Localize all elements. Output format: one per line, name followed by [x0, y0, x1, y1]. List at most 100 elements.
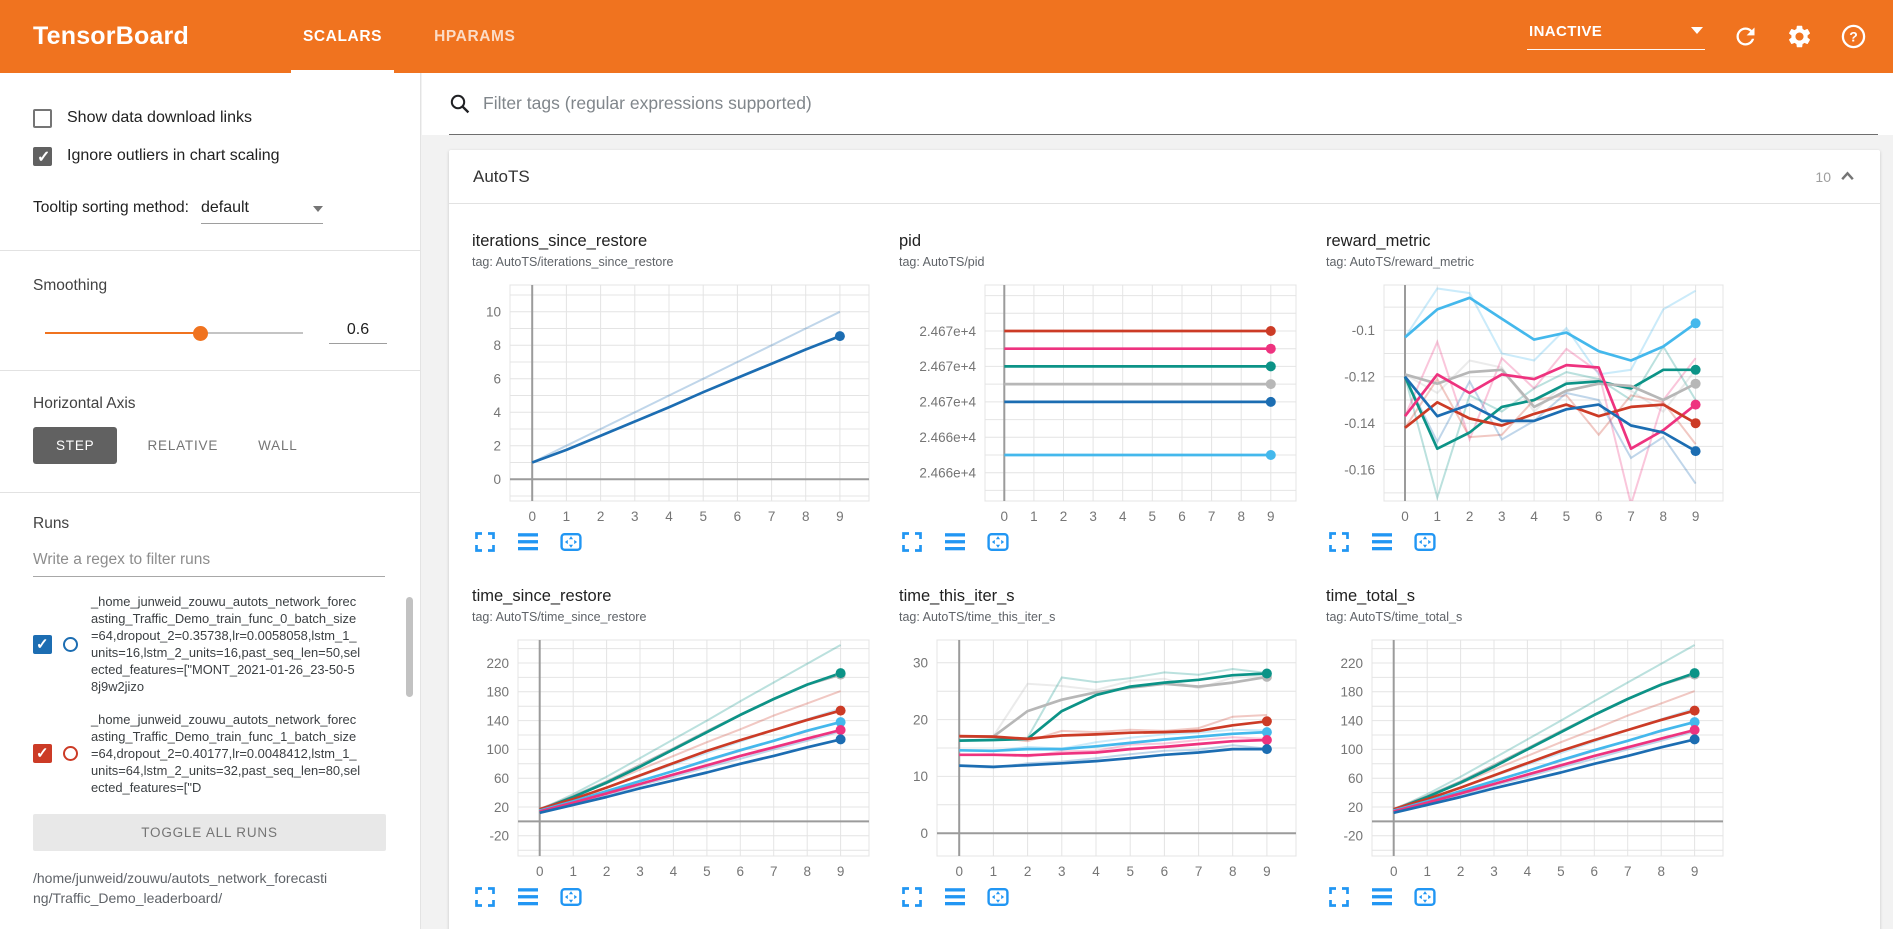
fullscreen-icon[interactable]: [1326, 529, 1352, 555]
chart-tag: tag: AutoTS/time_this_iter_s: [899, 610, 1056, 624]
run-checkbox[interactable]: [33, 744, 52, 763]
data-table-icon[interactable]: [942, 884, 968, 910]
svg-text:6: 6: [737, 864, 745, 879]
data-table-icon[interactable]: [515, 529, 541, 555]
svg-text:7: 7: [770, 864, 778, 879]
run-radio[interactable]: [63, 636, 78, 652]
chart-plot[interactable]: -20 20 60 100 140 180 220 0 1 2 3 4 5 6 7 8 9: [1326, 632, 1731, 882]
svg-text:?: ?: [1849, 28, 1858, 44]
svg-text:7: 7: [1195, 864, 1203, 879]
svg-text:9: 9: [1692, 509, 1700, 524]
ignore-outliers-checkbox[interactable]: [33, 146, 52, 167]
fullscreen-icon[interactable]: [899, 884, 925, 910]
svg-text:4: 4: [1119, 509, 1127, 524]
tag-filter-bar: [422, 73, 1893, 135]
svg-text:0: 0: [528, 509, 536, 524]
fit-domain-icon[interactable]: [1412, 884, 1438, 910]
settings-sidebar: Show data download links Ignore outliers…: [0, 73, 421, 929]
section-header[interactable]: AutoTS 10: [449, 150, 1880, 204]
chart-tag: tag: AutoTS/reward_metric: [1326, 255, 1474, 269]
fit-domain-icon[interactable]: [985, 884, 1011, 910]
svg-text:4: 4: [1530, 509, 1538, 524]
svg-text:1: 1: [1030, 509, 1038, 524]
svg-text:0: 0: [1001, 509, 1009, 524]
svg-text:2.466e+4: 2.466e+4: [919, 430, 976, 445]
chart-tag: tag: AutoTS/iterations_since_restore: [472, 255, 674, 269]
tag-filter-input[interactable]: [481, 92, 1878, 115]
svg-text:0: 0: [920, 826, 928, 841]
fullscreen-icon[interactable]: [1326, 884, 1352, 910]
axis-relative-button[interactable]: RELATIVE: [147, 438, 219, 453]
chart-title: time_this_iter_s: [899, 587, 1015, 605]
show-download-links-checkbox[interactable]: [33, 108, 52, 128]
run-radio[interactable]: [63, 746, 78, 761]
svg-text:9: 9: [1263, 864, 1271, 879]
chart-card: iterations_since_restore tag: AutoTS/iter…: [472, 232, 899, 555]
svg-text:-0.12: -0.12: [1344, 370, 1375, 385]
run-checkbox[interactable]: [33, 634, 52, 654]
chart-plot[interactable]: -20 20 60 100 140 180 220 0 1 2 3 4 5 6 7 8 9: [472, 632, 877, 882]
svg-text:2: 2: [597, 509, 605, 524]
fullscreen-icon[interactable]: [472, 529, 498, 555]
svg-text:220: 220: [1340, 656, 1363, 671]
axis-wall-button[interactable]: WALL: [258, 438, 298, 453]
fit-domain-icon[interactable]: [558, 529, 584, 555]
status-dropdown[interactable]: INACTIVE: [1527, 23, 1705, 50]
svg-text:2: 2: [1060, 509, 1068, 524]
svg-text:4: 4: [1092, 864, 1100, 879]
svg-text:8: 8: [493, 338, 501, 353]
tab-hparams[interactable]: HPARAMS: [434, 27, 516, 45]
axis-step-button[interactable]: STEP: [33, 427, 118, 464]
smoothing-value[interactable]: 0.6: [329, 321, 387, 344]
svg-text:5: 5: [1563, 509, 1571, 524]
settings-gear-icon[interactable]: [1786, 23, 1813, 50]
chevron-up-icon[interactable]: [1839, 169, 1856, 184]
search-icon: [450, 94, 470, 113]
chart-tag: tag: AutoTS/time_since_restore: [472, 610, 647, 624]
chart-title: time_since_restore: [472, 587, 612, 605]
chart-plot[interactable]: 0 2 4 6 8 10 0 1 2 3 4 5 6 7 8 9: [472, 277, 877, 527]
fit-domain-icon[interactable]: [1412, 529, 1438, 555]
smoothing-slider[interactable]: [45, 325, 303, 341]
section-title: AutoTS: [473, 166, 530, 186]
svg-text:1: 1: [1423, 864, 1431, 879]
fullscreen-icon[interactable]: [472, 884, 498, 910]
fullscreen-icon[interactable]: [899, 529, 925, 555]
svg-text:140: 140: [1340, 713, 1363, 728]
smoothing-slider-thumb[interactable]: [192, 325, 208, 341]
svg-text:-0.16: -0.16: [1344, 462, 1375, 477]
runs-scrollbar[interactable]: [406, 597, 413, 697]
ignore-outliers-row: Ignore outliers in chart scaling: [33, 137, 387, 175]
svg-text:3: 3: [1490, 864, 1498, 879]
chart-tag: tag: AutoTS/pid: [899, 255, 985, 269]
fit-domain-icon[interactable]: [985, 529, 1011, 555]
data-table-icon[interactable]: [515, 884, 541, 910]
tooltip-sorting-select[interactable]: default: [200, 199, 323, 224]
refresh-icon[interactable]: [1732, 23, 1759, 50]
svg-text:4: 4: [1524, 864, 1532, 879]
section-chart-count: 10: [1815, 168, 1831, 185]
svg-text:9: 9: [1691, 864, 1699, 879]
help-icon[interactable]: ?: [1840, 23, 1867, 50]
tab-scalars[interactable]: SCALARS: [277, 0, 408, 73]
chart-title: iterations_since_restore: [472, 232, 648, 250]
runs-filter-input[interactable]: [33, 551, 385, 577]
svg-text:5: 5: [703, 864, 711, 879]
data-table-icon[interactable]: [1369, 529, 1395, 555]
smoothing-slider-fill: [45, 331, 200, 334]
svg-text:5: 5: [1557, 864, 1565, 879]
chart-plot[interactable]: -0.1 -0.12 -0.14 -0.16 0 1 2 3 4 5 6 7 8 9: [1326, 277, 1731, 527]
fit-domain-icon[interactable]: [558, 884, 584, 910]
chart-plot[interactable]: 2.467e+4 2.467e+4 2.467e+4 2.466e+4 2.466e+4…: [899, 277, 1304, 527]
svg-text:2.466e+4: 2.466e+4: [919, 466, 976, 481]
data-table-icon[interactable]: [942, 529, 968, 555]
svg-text:-20: -20: [1343, 829, 1363, 844]
chart-plot[interactable]: 0 10 20 30 0 1 2 3 4 5 6 7 8 9: [899, 632, 1304, 882]
data-table-icon[interactable]: [1369, 884, 1395, 910]
log-directory-path: /home/junweid/zouwu/autots_network_forec…: [33, 870, 328, 906]
horizontal-axis-label: Horizontal Axis: [33, 395, 136, 412]
svg-text:4: 4: [665, 509, 673, 524]
svg-text:1: 1: [569, 864, 577, 879]
app-title: TensorBoard: [33, 22, 189, 50]
toggle-all-runs-button[interactable]: TOGGLE ALL RUNS: [33, 814, 386, 851]
